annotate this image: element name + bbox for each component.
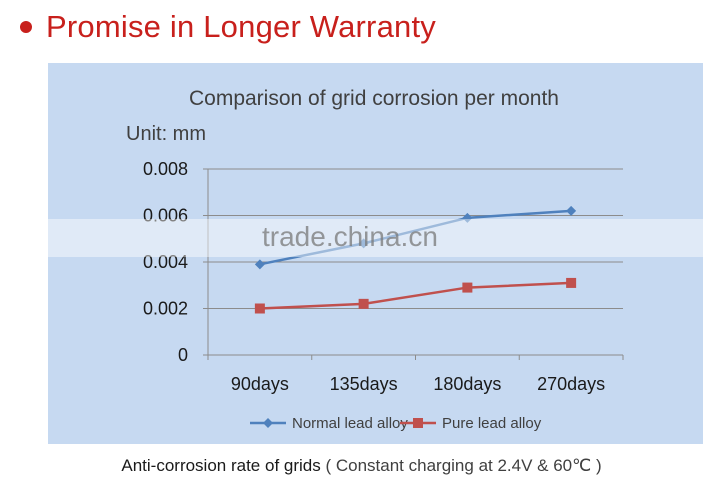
caption-sub: ( Constant charging at 2.4V & 60℃ ) — [325, 456, 602, 475]
x-tick-label: 135days — [330, 374, 398, 394]
x-tick-label: 270days — [537, 374, 605, 394]
watermark-text: trade.china.cn — [262, 221, 438, 252]
legend-marker — [263, 418, 273, 428]
corrosion-chart: Comparison of grid corrosion per month U… — [126, 87, 624, 432]
x-tick-label: 180days — [433, 374, 501, 394]
y-tick-label: 0.004 — [143, 252, 188, 272]
page-title: Promise in Longer Warranty — [46, 9, 436, 44]
chart-title: Comparison of grid corrosion per month — [189, 87, 559, 110]
bullet-icon — [20, 21, 32, 33]
y-tick-label: 0 — [178, 345, 188, 365]
data-point — [566, 205, 577, 216]
y-tick-label: 0.002 — [143, 299, 188, 319]
data-point — [254, 303, 265, 314]
y-tick-label: 0.006 — [143, 206, 188, 226]
series-line — [259, 209, 572, 266]
x-tick-label: 90days — [231, 374, 289, 394]
watermark-band: trade.china.cn — [0, 219, 723, 257]
caption-main: Anti-corrosion rate of grids — [121, 456, 321, 475]
legend-label: Pure lead alloy — [442, 415, 542, 432]
legend-marker — [413, 418, 423, 428]
page-header: Promise in Longer Warranty — [20, 6, 436, 48]
unit-label: Unit: mm — [126, 123, 206, 145]
data-point — [254, 259, 265, 270]
chart-panel: Comparison of grid corrosion per month U… — [48, 63, 703, 444]
legend-label: Normal lead alloy — [292, 415, 408, 432]
data-point — [462, 282, 473, 293]
chart-caption: Anti-corrosion rate of grids ( Constant … — [0, 456, 723, 476]
data-point — [358, 298, 369, 309]
data-point — [566, 277, 577, 288]
data-point — [462, 212, 473, 223]
y-tick-label: 0.008 — [143, 159, 188, 179]
series-line — [259, 281, 572, 310]
data-point — [358, 238, 369, 249]
